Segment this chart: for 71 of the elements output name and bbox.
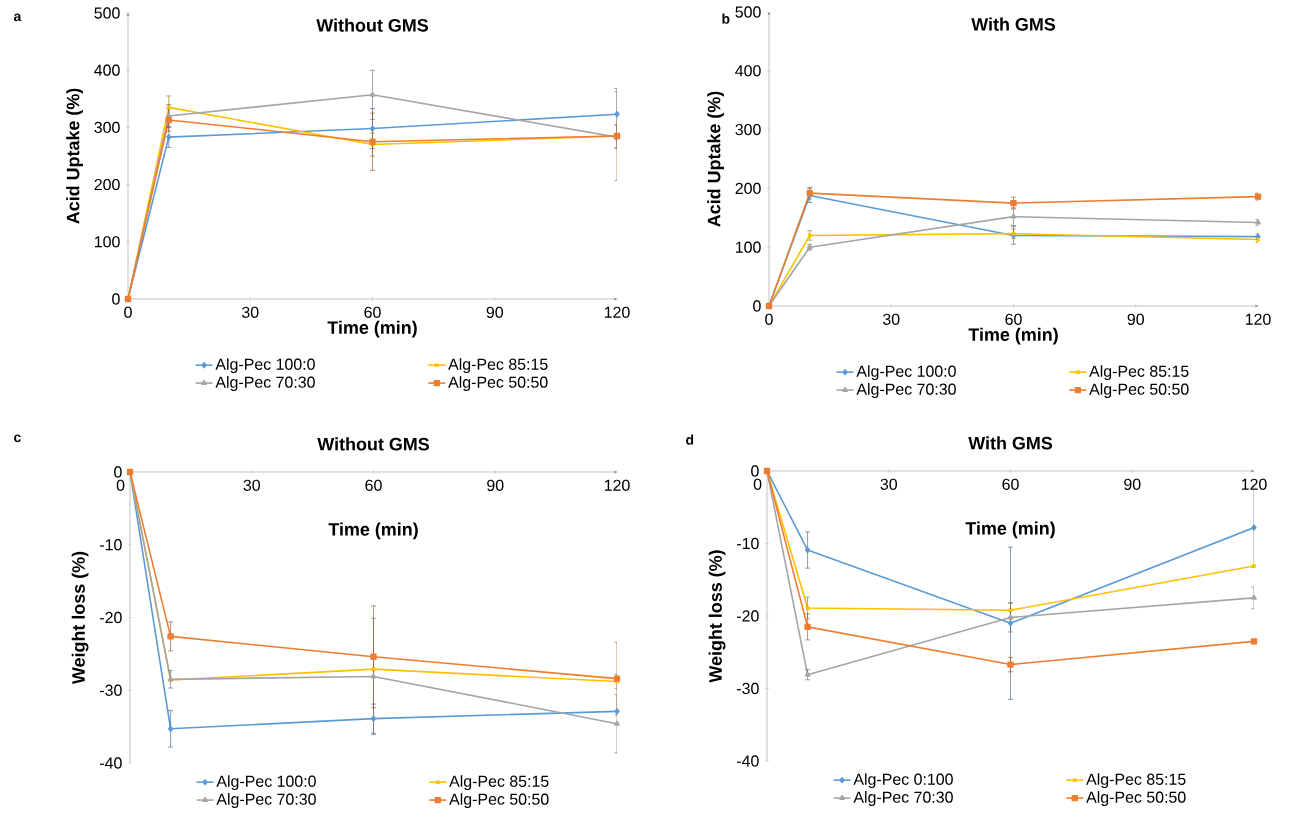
x-tick-label: 30 (242, 306, 259, 318)
legend-label: Alg-Pec 70:30 (853, 791, 953, 806)
x-tick-label: 90 (1127, 313, 1144, 325)
y-tick-label: 500 (94, 7, 120, 19)
legend-label: Alg-Pec 85:15 (1086, 773, 1186, 789)
x-tick-label: 30 (883, 313, 900, 325)
text: b (722, 13, 730, 24)
y-tick-label: 200 (94, 178, 120, 191)
x-tick-label: 0 (124, 306, 132, 318)
legend-label: Alg-Pec 100:0 (216, 775, 316, 791)
x-tick-label: 0 (765, 313, 773, 325)
y-tick-label: 100 (735, 241, 761, 253)
y-tick-label: -30 (737, 682, 759, 695)
legend-label: Alg-Pec 50:50 (449, 793, 549, 808)
y-axis-title: Weight loss (%) (71, 551, 89, 685)
x-tick-label: 60 (1002, 478, 1019, 490)
x-axis-title: Time (min) (968, 327, 1058, 345)
x-tick-label: 90 (487, 479, 504, 491)
y-tick-label: -30 (100, 684, 122, 696)
x-axis-title: Time (min) (327, 320, 417, 338)
text: d (686, 434, 694, 445)
y-tick-label: 0 (114, 466, 122, 478)
chart-title: Without GMS (317, 437, 430, 451)
legend-label: Alg-Pec 100:0 (215, 358, 315, 374)
x-tick-label: 120 (604, 479, 630, 491)
y-axis-title: Acid Uptake (%) (66, 88, 83, 224)
legend-label: Alg-Pec 50:50 (448, 376, 548, 391)
x-axis-title: Time (min) (965, 521, 1055, 539)
legend-label: Alg-Pec 70:30 (215, 376, 315, 391)
y-tick-label: -40 (100, 757, 122, 769)
x-tick-label: 120 (1245, 313, 1271, 325)
y-tick-label: -20 (737, 610, 759, 622)
x-tick-label: 120 (1241, 478, 1267, 490)
chart-title: With GMS (971, 17, 1056, 31)
y-tick-label: 200 (735, 182, 761, 195)
y-tick-label: 500 (735, 6, 761, 18)
chart-title: Without GMS (316, 18, 429, 32)
x-tick-label: 60 (365, 479, 382, 491)
legend-label: Alg-Pec 85:15 (449, 775, 549, 791)
y-axis-title: Acid Uptake (%) (707, 91, 724, 227)
legend-label: Alg-Pec 85:15 (448, 358, 548, 374)
x-tick-label: 90 (486, 306, 503, 318)
x-tick-label: 90 (1124, 478, 1141, 490)
text: a (13, 13, 22, 22)
y-tick-label: 0 (112, 293, 120, 305)
y-tick-label: -10 (737, 537, 759, 550)
y-tick-label: -40 (737, 755, 759, 767)
y-tick-label: -10 (100, 539, 122, 551)
y-tick-label: 400 (94, 64, 120, 76)
legend-label: Alg-Pec 70:30 (856, 383, 956, 398)
x-tick-label: 60 (364, 306, 381, 318)
y-tick-label: -20 (100, 611, 122, 624)
legend-label: Alg-Pec 50:50 (1086, 791, 1186, 806)
y-tick-label: 300 (94, 121, 120, 134)
legend-label: Alg-Pec 50:50 (1089, 383, 1189, 398)
text: c (14, 434, 21, 443)
legend-label: Alg-Pec 100:0 (856, 365, 956, 381)
y-tick-label: 400 (735, 65, 761, 77)
x-tick-label: 30 (880, 478, 897, 490)
x-tick-label: 60 (1005, 313, 1022, 325)
legend-label: Alg-Pec 70:30 (216, 793, 316, 808)
x-tick-label: 120 (604, 306, 630, 318)
y-tick-label: 100 (94, 236, 120, 248)
y-axis-title: Weight loss (%) (708, 550, 726, 683)
y-tick-label: 0 (751, 465, 759, 477)
y-tick-label: 300 (735, 123, 761, 136)
x-axis-title: Time (min) (328, 522, 418, 540)
x-tick-label: 30 (243, 479, 260, 491)
legend-label: Alg-Pec 0:100 (853, 773, 953, 789)
chart-title: With GMS (968, 436, 1053, 450)
legend-label: Alg-Pec 85:15 (1089, 365, 1189, 381)
